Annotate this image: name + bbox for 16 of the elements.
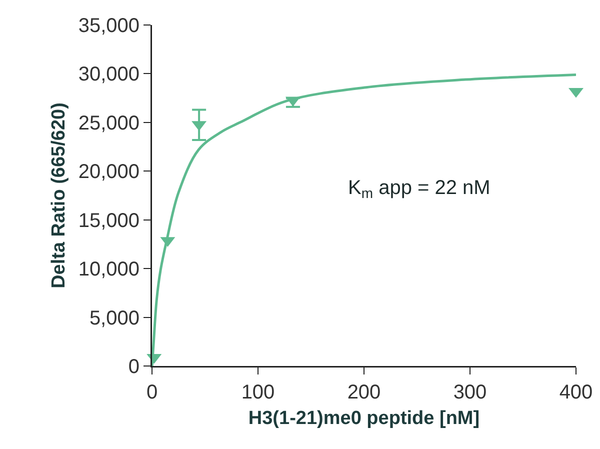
y-tick-label: 15,000 (78, 210, 140, 232)
y-tick-label: 30,000 (78, 64, 140, 86)
x-axis-title: H3(1-21)me0 peptide [nM] (248, 408, 480, 430)
x-tick-label: 0 (146, 382, 158, 404)
y-tick-label: 5,000 (89, 307, 140, 330)
y-tick-label: 20,000 (78, 161, 140, 184)
x-tick-label: 100 (241, 382, 275, 404)
x-tick-label: 300 (453, 382, 487, 404)
y-tick-label: 25,000 (78, 112, 140, 134)
y-tick-label: 35,000 (78, 15, 140, 37)
x-tick-label: 200 (347, 382, 381, 404)
x-tick-label: 400 (559, 382, 593, 404)
annotation: K$_{m}$ app = 22 nM (348, 177, 490, 202)
y-tick-label: 0 (128, 356, 140, 378)
y-axis-title: Delta Ratio (665/620) (48, 102, 70, 288)
y-tick-label: 10,000 (78, 258, 140, 281)
